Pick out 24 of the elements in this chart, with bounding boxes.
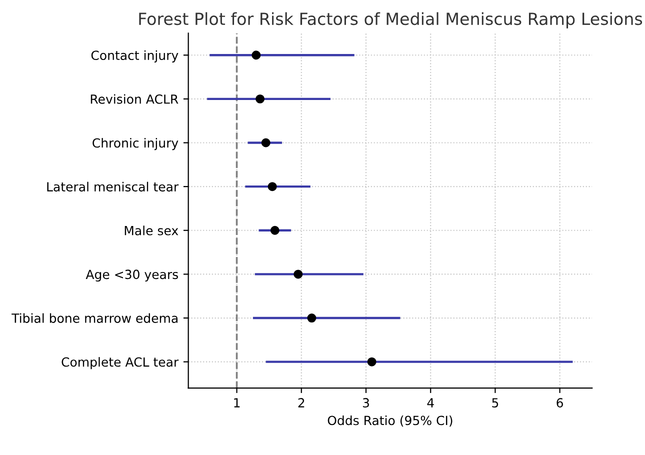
point [268, 182, 277, 192]
y-tick-label: Age <30 years [86, 270, 178, 282]
x-tick-label: 2 [298, 398, 304, 408]
point [367, 357, 376, 366]
point [294, 270, 303, 279]
chart-title: Forest Plot for Risk Factors of Medial Meniscus Ramp Lesions [139, 12, 642, 28]
y-tick-label: Tibial bone marrow edema [12, 313, 178, 323]
point [261, 138, 270, 148]
x-tick-label: 5 [492, 398, 498, 408]
point [256, 94, 265, 104]
x-axis-title: Odds Ratio (95% CI) [328, 415, 452, 427]
y-tick-label: Male sex [124, 226, 178, 236]
x-tick-label: 3 [362, 398, 369, 408]
y-tick-label: Complete ACL tear [62, 357, 179, 370]
point [270, 226, 280, 235]
x-tick-label: 4 [427, 398, 434, 408]
x-tick-label: 6 [556, 398, 563, 408]
point [252, 50, 261, 60]
x-tick-label: 1 [234, 398, 240, 408]
y-tick-label: Contact injury [91, 50, 178, 62]
y-tick-label: Revision ACLR [90, 94, 178, 104]
point [307, 314, 316, 323]
y-tick-label: Lateral meniscal tear [47, 182, 179, 192]
y-tick-label: Chronic injury [92, 138, 178, 150]
